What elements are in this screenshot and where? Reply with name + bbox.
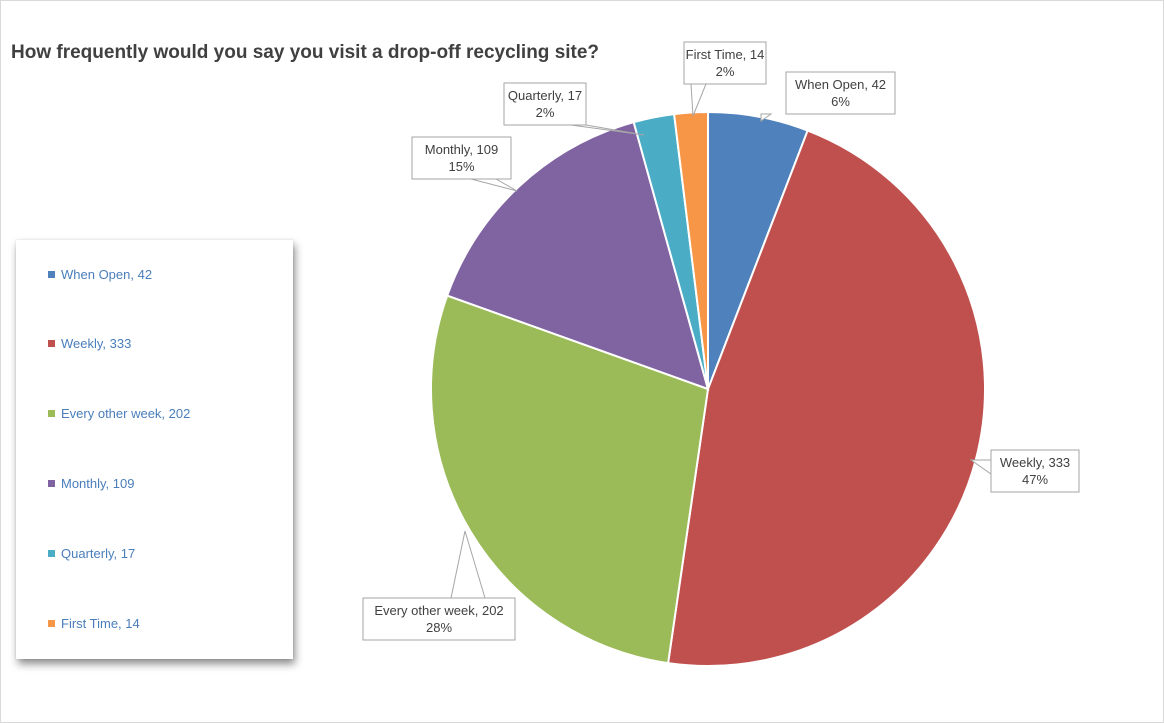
callout-box (683, 41, 767, 85)
data-label-monthly: Monthly, 109 15% (411, 136, 518, 192)
data-label-weekly: Weekly, 333 47% (969, 449, 1080, 493)
legend: When Open, 42 Weekly, 333 Every other we… (16, 240, 293, 659)
data-label-text: Monthly, 109 (425, 142, 498, 157)
data-label-text: Weekly, 333 (1000, 455, 1070, 470)
data-label-quarterly: Quarterly, 17 2% (503, 82, 645, 136)
legend-swatch (48, 271, 55, 278)
callout-box (785, 71, 896, 115)
data-label-every-other-week: Every other week, 202 28% (362, 530, 516, 641)
data-label-percent: 47% (1022, 472, 1048, 487)
legend-label: Quarterly, 17 (61, 546, 136, 561)
pie-slice-first-time (672, 110, 709, 390)
legend-label: When Open, 42 (61, 267, 153, 282)
legend-item-quarterly: Quarterly, 17 (48, 546, 135, 561)
callout-pointer (760, 113, 773, 122)
data-label-percent: 15% (448, 159, 474, 174)
data-label-text: When Open, 42 (795, 77, 886, 92)
pie-slice-weekly (666, 129, 986, 667)
pie-slice-every-other-week (429, 294, 710, 665)
data-label-when-open: When Open, 42 6% (760, 71, 896, 122)
data-label-percent: 28% (426, 620, 452, 635)
legend-item-weekly: Weekly, 333 (48, 336, 131, 351)
callout-box (411, 136, 512, 180)
data-label-text: First Time, 14 (686, 47, 765, 62)
data-label-percent: 2% (716, 64, 735, 79)
chart-title: How frequently would you say you visit a… (11, 42, 600, 63)
data-label-percent: 2% (536, 105, 555, 120)
data-label-text: Quarterly, 17 (508, 88, 582, 103)
data-label-text: Every other week, 202 (374, 603, 503, 618)
legend-swatch (48, 340, 55, 347)
data-label-percent: 6% (831, 94, 850, 109)
legend-item-every-other-week: Every other week, 202 (48, 406, 190, 421)
legend-label: Monthly, 109 (61, 476, 135, 491)
data-labels: When Open, 42 6% Weekly, 333 47% Every other… (362, 41, 1080, 641)
pie-slices (429, 110, 986, 667)
callout-box (990, 449, 1080, 493)
legend-label: First Time, 14 (61, 616, 140, 631)
callout-box (503, 82, 587, 126)
legend-item-first-time: First Time, 14 (48, 616, 140, 631)
legend-label: Weekly, 333 (61, 336, 132, 351)
legend-swatch (48, 550, 55, 557)
data-label-first-time: First Time, 14 2% (683, 41, 767, 117)
callout-pointer (470, 178, 518, 192)
legend-item-when-open: When Open, 42 (48, 267, 152, 282)
callout-box (362, 597, 516, 641)
legend-swatch (48, 410, 55, 417)
legend-label: Every other week, 202 (61, 406, 191, 421)
legend-item-monthly: Monthly, 109 (48, 476, 134, 491)
legend-swatch (48, 480, 55, 487)
legend-swatch (48, 620, 55, 627)
